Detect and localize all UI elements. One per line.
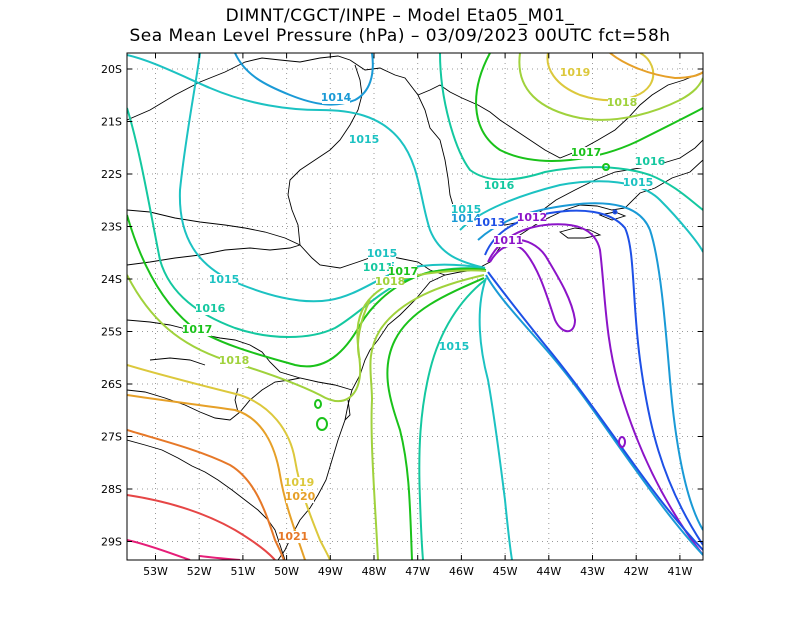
contour-label: 1018: [607, 96, 638, 109]
lat-label: 21S: [101, 116, 122, 129]
contour-label-bg: [350, 134, 378, 146]
contour-label: 1015: [349, 133, 380, 146]
contour-label-bg: [485, 180, 513, 192]
contour-label: 1011: [363, 261, 394, 274]
contour-label-bg: [279, 531, 307, 543]
contour-label: 1015: [439, 340, 470, 353]
contour-label: 1012: [517, 211, 548, 224]
lat-label: 28S: [101, 483, 122, 496]
coastline: [127, 55, 703, 560]
lon-label: 52W: [187, 565, 212, 578]
lat-label: 25S: [101, 326, 122, 339]
contour-label-bg: [624, 177, 652, 189]
contour-label: 1016: [484, 179, 515, 192]
contour-label-bg: [286, 491, 314, 503]
contour-label-bg: [608, 97, 636, 109]
contour-label: 1015: [209, 273, 240, 286]
contour-label: 1015: [623, 176, 654, 189]
lon-label: 48W: [362, 565, 387, 578]
map-subtitle: Sea Mean Level Pressure (hPa) – 03/09/20…: [129, 26, 671, 46]
longitude-labels: 53W 52W 51W 50W 49W 48W 47W 46W 45W 44W 43W 42W 41W: [143, 565, 692, 578]
contour-label: 1011: [493, 234, 524, 247]
contour-label: 1015: [367, 247, 398, 260]
map-title: DIMNT/CGCT/INPE – Model Eta05_M01_: [225, 6, 575, 26]
latitude-labels: 20S 21S 22S 23S 24S 25S 26S 27S 28S 29S: [101, 63, 122, 549]
contour-label-bg: [389, 266, 417, 278]
contour-labels: 1014101510151015101610171018101910201021…: [182, 66, 666, 543]
contour-label-bg: [440, 341, 468, 353]
contour-label: 1019: [284, 476, 315, 489]
contour-label: 1021: [278, 530, 309, 543]
map-frame: [126, 52, 704, 561]
contour-label-bg: [322, 92, 350, 104]
contour-label-bg: [368, 248, 396, 260]
contour-label: 1019: [560, 66, 591, 79]
lat-label: 29S: [101, 536, 122, 549]
contour-label: 1016: [635, 155, 666, 168]
contour-label-bg: [636, 156, 664, 168]
contour-label: 1017: [182, 323, 213, 336]
contour-label: 1014: [321, 91, 352, 104]
lon-label: 45W: [493, 565, 518, 578]
contour-label-bg: [285, 477, 313, 489]
contour-label: 1015: [451, 203, 482, 216]
contour-label-bg: [376, 276, 404, 288]
contour-label-bg: [196, 303, 224, 315]
contour-label-bg: [210, 274, 238, 286]
contour-label-bg: [476, 217, 504, 229]
contour-label-bg: [518, 212, 546, 224]
lat-label: 24S: [101, 273, 122, 286]
lon-label: 53W: [143, 565, 168, 578]
contour-label: 1018: [375, 275, 406, 288]
lon-label: 51W: [230, 565, 255, 578]
lon-label: 44W: [536, 565, 561, 578]
contour-label: 1018: [219, 354, 250, 367]
contour-label: 1016: [195, 302, 226, 315]
lon-label: 49W: [318, 565, 343, 578]
lon-label: 50W: [274, 565, 299, 578]
contour-label-bg: [452, 213, 480, 225]
axis-ticks: [127, 53, 703, 560]
contour-label: 1014: [451, 212, 482, 225]
lon-label: 41W: [667, 565, 692, 578]
lat-label: 22S: [101, 168, 122, 181]
contour-label: 1013: [475, 216, 506, 229]
contour-label: 1020: [285, 490, 316, 503]
lat-label: 27S: [101, 431, 122, 444]
lat-label: 23S: [101, 221, 122, 234]
contour-label-bg: [183, 324, 211, 336]
contour-label-bg: [572, 147, 600, 159]
lon-label: 42W: [624, 565, 649, 578]
lon-label: 46W: [449, 565, 474, 578]
contour-label-bg: [494, 235, 522, 247]
contour-label-bg: [364, 262, 392, 274]
contour-label-bg: [561, 67, 589, 79]
contour-label: 1017: [571, 146, 602, 159]
lat-label: 20S: [101, 63, 122, 76]
lon-label: 47W: [405, 565, 430, 578]
lat-label: 26S: [101, 378, 122, 391]
contour-label-bg: [220, 355, 248, 367]
lon-label: 43W: [580, 565, 605, 578]
contour-label: 1017: [388, 265, 419, 278]
